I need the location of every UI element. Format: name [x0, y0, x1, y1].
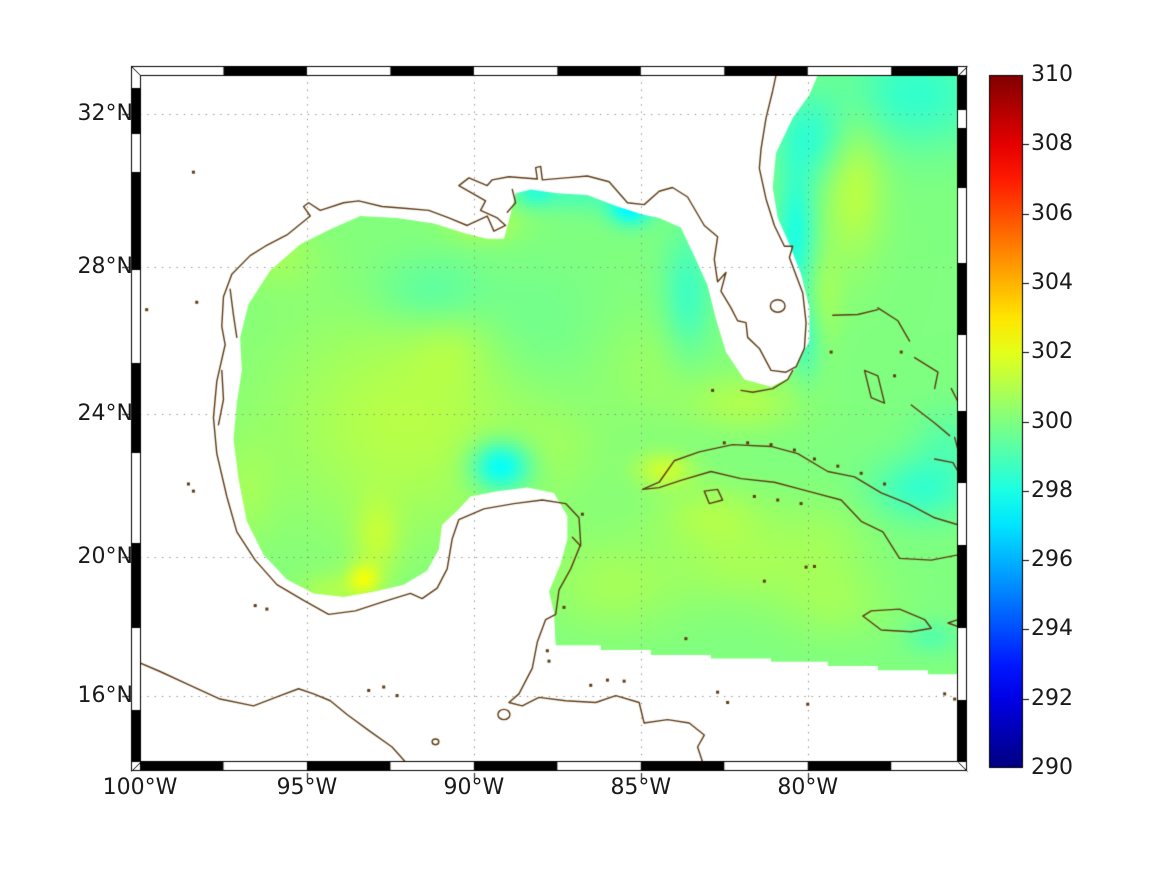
x-tick-label-90°W: 90°W	[443, 775, 505, 800]
y-tick-label-24°N: 24°N	[77, 400, 133, 426]
y-tick-label-20°N: 20°N	[77, 543, 133, 569]
colorbar-tick-label-296: 296	[1031, 547, 1073, 573]
colorbar-tick-label-310: 310	[1031, 62, 1073, 87]
y-tick-label-16°N: 16°N	[77, 682, 133, 708]
colorbar-tick-label-298: 298	[1031, 477, 1073, 503]
colorbar-tick-label-294: 294	[1031, 616, 1073, 642]
y-tick-label-32°N: 32°N	[77, 101, 133, 127]
colorbar-tick-label-302: 302	[1031, 339, 1073, 365]
colorbar-tick-label-290: 290	[1031, 755, 1073, 780]
x-tick-label-85°W: 85°W	[610, 775, 672, 800]
colorbar-tick-label-292: 292	[1031, 685, 1073, 711]
x-tick-label-95°W: 95°W	[276, 775, 338, 800]
colorbar-tick-label-306: 306	[1031, 200, 1073, 226]
x-tick-label-100°W: 100°W	[102, 775, 178, 800]
x-tick-label-80°W: 80°W	[777, 775, 839, 800]
y-tick-label-28°N: 28°N	[77, 253, 133, 279]
colorbar-tick-label-300: 300	[1031, 408, 1073, 434]
colorbar-tick-label-308: 308	[1031, 131, 1073, 157]
colorbar-tick-label-304: 304	[1031, 269, 1073, 295]
